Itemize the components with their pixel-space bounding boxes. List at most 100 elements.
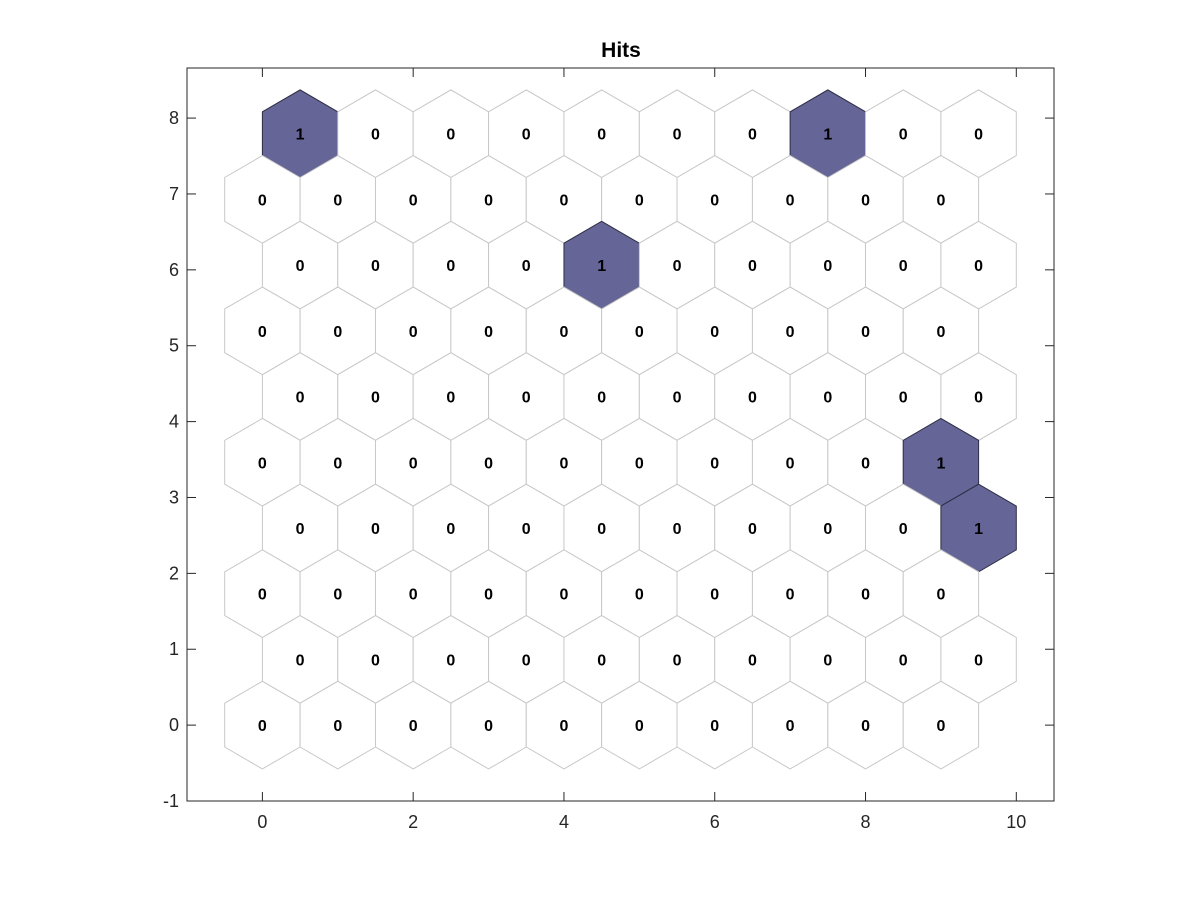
hit-count-label: 0	[936, 324, 945, 341]
hit-count-label: 0	[409, 324, 418, 341]
hit-count-label: 0	[409, 718, 418, 735]
hit-count-label: 0	[899, 390, 908, 407]
hit-count-label: 0	[673, 521, 682, 538]
hit-count-label: 0	[333, 718, 342, 735]
x-tick-label: 10	[1006, 812, 1026, 832]
hit-count-label: 0	[409, 587, 418, 604]
hit-count-label: 0	[786, 192, 795, 209]
hit-count-label: 0	[974, 127, 983, 144]
hit-count-label: 0	[861, 455, 870, 472]
hit-count-label: 0	[484, 587, 493, 604]
y-tick-label: 5	[169, 336, 179, 356]
hit-count-label: 0	[673, 127, 682, 144]
hit-count-label: 0	[861, 192, 870, 209]
hit-count-label: 0	[673, 390, 682, 407]
hit-count-label: 0	[522, 390, 531, 407]
hit-count-label: 1	[296, 127, 305, 144]
hit-count-label: 0	[748, 258, 757, 275]
hit-count-label: 0	[710, 587, 719, 604]
hit-count-label: 0	[333, 324, 342, 341]
hit-count-label: 0	[371, 652, 380, 669]
y-tick-label: 6	[169, 260, 179, 280]
hit-count-label: 0	[446, 652, 455, 669]
hit-count-label: 0	[296, 258, 305, 275]
hit-count-label: 0	[258, 587, 267, 604]
neuron-hex	[902, 680, 980, 770]
y-tick-label: 7	[169, 184, 179, 204]
hit-count-label: 0	[786, 324, 795, 341]
axes-box	[186, 67, 1055, 802]
hit-count-label: 0	[786, 718, 795, 735]
hit-count-label: 0	[597, 390, 606, 407]
hit-count-label: 0	[484, 192, 493, 209]
hit-count-label: 1	[597, 258, 606, 275]
hit-count-label: 0	[371, 258, 380, 275]
hit-count-label: 0	[258, 192, 267, 209]
hit-count-label: 0	[635, 718, 644, 735]
hit-count-label: 0	[899, 652, 908, 669]
hit-count-label: 0	[296, 390, 305, 407]
hit-count-label: 1	[974, 521, 983, 538]
x-tick-label: 4	[559, 812, 569, 832]
hit-count-label: 0	[748, 127, 757, 144]
hit-count-label: 0	[974, 390, 983, 407]
hit-count-label: 0	[786, 455, 795, 472]
hex-grid	[224, 89, 1017, 770]
hit-count-label: 0	[710, 455, 719, 472]
hit-count-label: 0	[560, 587, 569, 604]
y-tick-label: 0	[169, 715, 179, 735]
hit-count-label: 0	[936, 587, 945, 604]
hit-count-label: 0	[710, 192, 719, 209]
hit-count-label: 0	[333, 455, 342, 472]
hit-count-label: 0	[710, 718, 719, 735]
hit-count-label: 0	[974, 258, 983, 275]
hit-count-label: 0	[296, 521, 305, 538]
y-tick-label: 8	[169, 108, 179, 128]
hit-count-label: 0	[522, 127, 531, 144]
hit-count-label: 0	[748, 390, 757, 407]
hit-count-label: 0	[409, 455, 418, 472]
hit-count-label: 0	[635, 587, 644, 604]
hit-count-label: 0	[673, 258, 682, 275]
hit-count-label: 0	[522, 258, 531, 275]
hit-count-label: 0	[409, 192, 418, 209]
hit-count-label: 0	[899, 127, 908, 144]
hit-count-label: 0	[560, 455, 569, 472]
hit-count-label: 0	[258, 324, 267, 341]
hit-count-label: 0	[296, 652, 305, 669]
y-tick-label: 2	[169, 563, 179, 583]
hit-count-label: 0	[823, 390, 832, 407]
hit-count-label: 0	[484, 455, 493, 472]
hit-count-label: 0	[861, 324, 870, 341]
x-tick-label: 2	[408, 812, 418, 832]
hit-count-label: 0	[748, 652, 757, 669]
y-tick-label: 4	[169, 412, 179, 432]
hit-count-label: 0	[823, 521, 832, 538]
hit-count-label: 0	[484, 718, 493, 735]
hit-labels: 1 0 0 0 0 0 0 1 0 0 0 0 0 0 0 0 0 0 0 0 0 0 0 0 1 0 0 0 0 0 0 0 0 0 0 0 0 0 0 0…	[258, 127, 983, 735]
hit-count-label: 0	[635, 455, 644, 472]
hit-count-label: 0	[823, 258, 832, 275]
hit-count-label: 0	[936, 192, 945, 209]
hit-count-label: 0	[936, 718, 945, 735]
hit-count-label: 0	[560, 192, 569, 209]
hit-count-label: 1	[823, 127, 832, 144]
hit-count-label: 0	[899, 521, 908, 538]
hit-count-label: 0	[258, 718, 267, 735]
hit-count-label: 0	[446, 258, 455, 275]
hit-count-label: 0	[371, 390, 380, 407]
y-tick-label: 1	[169, 639, 179, 659]
y-tick-label: 3	[169, 487, 179, 507]
x-tick-label: 0	[257, 812, 267, 832]
hit-count-label: 0	[597, 127, 606, 144]
hit-count-label: 0	[446, 390, 455, 407]
hit-count-label: 0	[748, 521, 757, 538]
hit-count-label: 0	[823, 652, 832, 669]
hit-count-label: 0	[522, 652, 531, 669]
chart-title: Hits	[601, 39, 641, 62]
hit-count-label: 0	[333, 587, 342, 604]
x-tick-label: 8	[861, 812, 871, 832]
hit-count-label: 0	[560, 324, 569, 341]
